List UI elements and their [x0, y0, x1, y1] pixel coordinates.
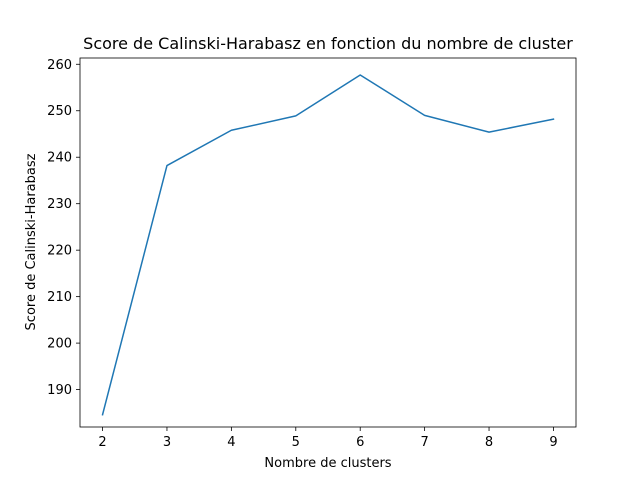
y-tick-label: 250	[47, 104, 72, 119]
x-tick-label: 7	[420, 435, 428, 450]
y-tick-label: 260	[47, 58, 72, 73]
x-tick-label: 4	[227, 435, 235, 450]
y-tick-label: 230	[47, 197, 72, 212]
y-tick-label: 240	[47, 151, 72, 166]
y-tick-label: 210	[47, 290, 72, 305]
y-tick-label: 220	[47, 244, 72, 259]
x-tick-label: 9	[549, 435, 557, 450]
x-tick-label: 6	[356, 435, 364, 450]
x-tick-label: 8	[485, 435, 493, 450]
chart-title: Score de Calinski-Harabasz en fonction d…	[83, 34, 573, 53]
y-tick-label: 190	[47, 383, 72, 398]
x-tick-label: 2	[98, 435, 106, 450]
x-axis-label: Nombre de clusters	[264, 456, 391, 471]
x-tick-label: 3	[163, 435, 171, 450]
y-axis-label: Score de Calinski-Harabasz	[24, 153, 39, 330]
x-tick-label: 5	[292, 435, 300, 450]
y-tick-label: 200	[47, 337, 72, 352]
